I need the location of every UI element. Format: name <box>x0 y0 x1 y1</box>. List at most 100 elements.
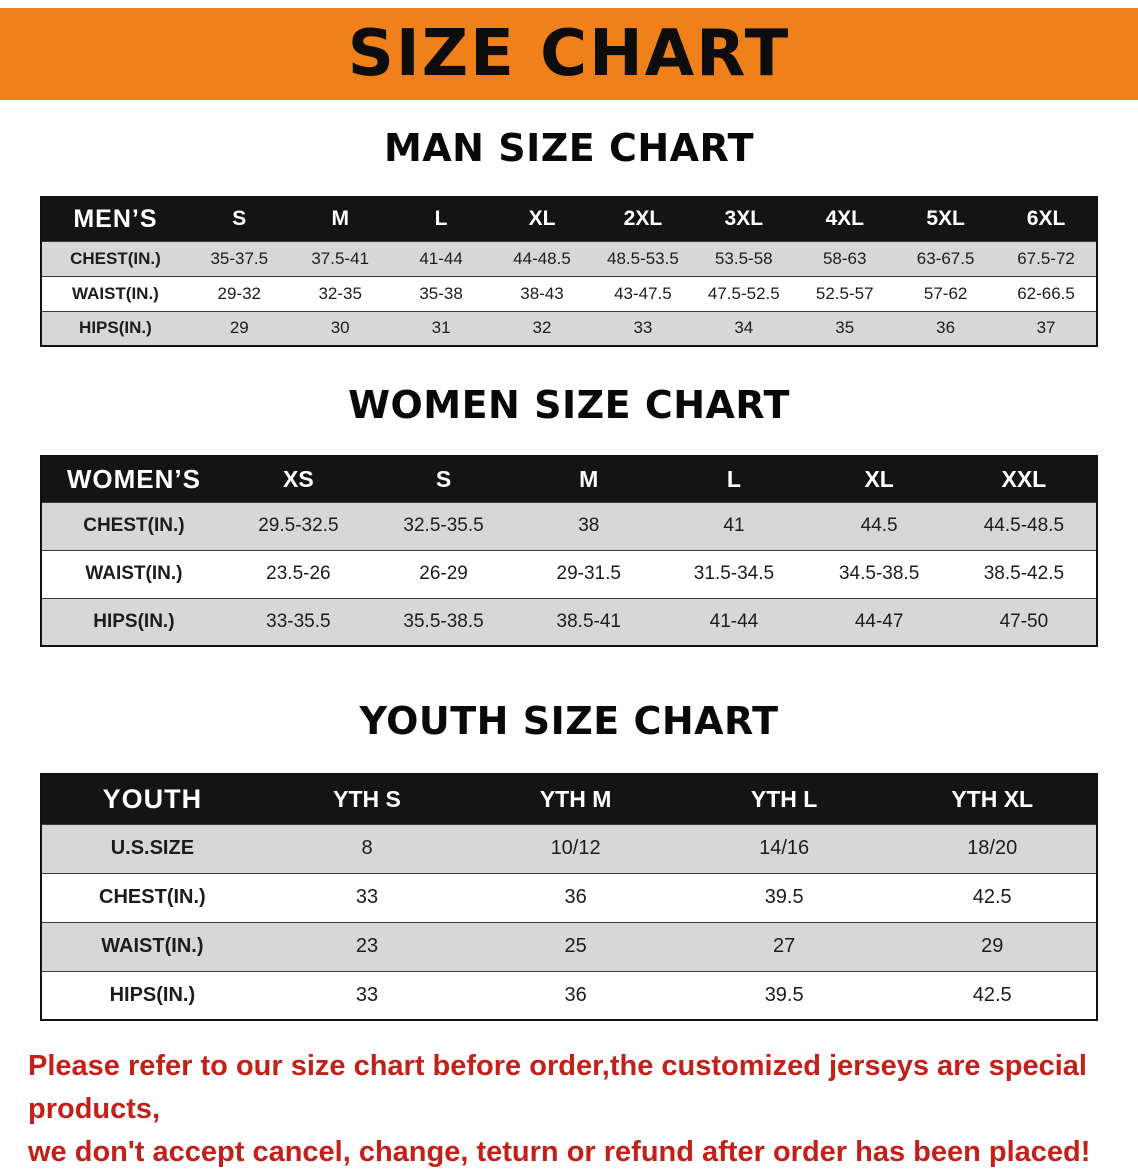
table-title-cell: MEN’S <box>41 197 189 241</box>
size-column-header: S <box>370 456 517 502</box>
women-size-chart-section: WOMEN SIZE CHART WOMEN’S XS S M L XL XXL CHEST(… <box>40 383 1098 647</box>
size-value-cell: 38.5-42.5 <box>951 549 1097 598</box>
table-row: CHEST(IN.) 29.5-32.5 32.5-35.5 38 41 44.5 44.5… <box>41 501 1097 550</box>
table-row: HIPS(IN.) 29 30 31 32 33 34 35 36 37 <box>41 310 1097 346</box>
size-column-header: L <box>390 197 492 241</box>
size-value-cell: 35.5-38.5 <box>370 597 517 646</box>
size-value-cell: 37.5-41 <box>289 240 391 276</box>
size-column-header: XS <box>225 456 371 502</box>
size-value-cell: 18/20 <box>888 823 1097 873</box>
youth-size-chart-heading: YOUTH SIZE CHART <box>359 699 779 743</box>
size-value-cell: 38 <box>516 501 662 550</box>
size-value-cell: 41-44 <box>661 597 807 646</box>
youth-size-table: YOUTH YTH S YTH M YTH L YTH XL U.S.SIZE 8 10/12… <box>40 773 1098 1021</box>
size-value-cell: 36 <box>471 872 680 922</box>
table-row: WAIST(IN.) 29-32 32-35 35-38 38-43 43-47.5 47.… <box>41 275 1097 311</box>
table-row: WAIST(IN.) 23.5-26 26-29 29-31.5 31.5-34.5 34… <box>41 549 1097 598</box>
row-label-cell: HIPS(IN.) <box>41 970 263 1020</box>
disclaimer-note: Please refer to our size chart before or… <box>0 1045 1138 1174</box>
size-value-cell: 32-35 <box>289 275 391 311</box>
size-value-cell: 34.5-38.5 <box>806 549 952 598</box>
size-value-cell: 53.5-58 <box>693 240 795 276</box>
row-label-cell: WAIST(IN.) <box>41 275 189 311</box>
size-value-cell: 35-38 <box>390 275 492 311</box>
table-row: WAIST(IN.) 23 25 27 29 <box>41 921 1097 971</box>
size-column-header: S <box>188 197 290 241</box>
table-title-cell: YOUTH <box>41 774 263 824</box>
size-value-cell: 10/12 <box>471 823 680 873</box>
disclaimer-line-2: we don't accept cancel, change, teturn o… <box>28 1136 1091 1168</box>
size-value-cell: 44-47 <box>806 597 952 646</box>
size-chart-banner: SIZE CHART <box>0 8 1138 100</box>
size-value-cell: 39.5 <box>679 872 889 922</box>
size-value-cell: 38-43 <box>491 275 593 311</box>
table-row: HIPS(IN.) 33 36 39.5 42.5 <box>41 970 1097 1020</box>
size-value-cell: 32.5-35.5 <box>370 501 517 550</box>
size-value-cell: 37 <box>996 310 1097 346</box>
size-column-header: YTH XL <box>888 774 1097 824</box>
youth-size-chart-section: YOUTH SIZE CHART YOUTH YTH S YTH M YTH L YTH… <box>40 699 1098 1021</box>
size-value-cell: 57-62 <box>895 275 997 311</box>
size-column-header: L <box>661 456 807 502</box>
size-value-cell: 29 <box>888 921 1097 971</box>
size-column-header: YTH S <box>262 774 472 824</box>
size-value-cell: 38.5-41 <box>516 597 662 646</box>
size-value-cell: 14/16 <box>679 823 889 873</box>
size-value-cell: 27 <box>679 921 889 971</box>
table-row: CHEST(IN.) 35-37.5 37.5-41 41-44 44-48.5 48.5… <box>41 240 1097 276</box>
size-value-cell: 29-32 <box>188 275 290 311</box>
size-value-cell: 44.5 <box>806 501 952 550</box>
size-value-cell: 42.5 <box>888 872 1097 922</box>
size-value-cell: 52.5-57 <box>794 275 896 311</box>
men-size-chart-heading: MAN SIZE CHART <box>383 126 755 170</box>
size-value-cell: 62-66.5 <box>996 275 1097 311</box>
table-row: CHEST(IN.) 33 36 39.5 42.5 <box>41 872 1097 922</box>
women-size-table: WOMEN’S XS S M L XL XXL CHEST(IN.) 29.5-32.5 32.5… <box>40 455 1098 647</box>
size-value-cell: 42.5 <box>888 970 1097 1020</box>
size-column-header: 6XL <box>996 197 1097 241</box>
size-column-header: XL <box>491 197 593 241</box>
size-value-cell: 44-48.5 <box>491 240 593 276</box>
size-value-cell: 25 <box>471 921 680 971</box>
size-column-header: XXL <box>951 456 1097 502</box>
size-value-cell: 39.5 <box>679 970 889 1020</box>
size-value-cell: 44.5-48.5 <box>951 501 1097 550</box>
size-value-cell: 29 <box>188 310 290 346</box>
table-row: HIPS(IN.) 33-35.5 35.5-38.5 38.5-41 41-44 44-… <box>41 597 1097 646</box>
table-header-row: MEN’S S M L XL 2XL 3XL 4XL 5XL 6XL <box>41 197 1097 241</box>
row-label-cell: HIPS(IN.) <box>41 310 189 346</box>
size-value-cell: 32 <box>491 310 593 346</box>
size-chart-page: SIZE CHART MAN SIZE CHART MEN’S S M L XL 2XL 3… <box>0 8 1138 1174</box>
size-chart-title: SIZE CHART <box>347 17 791 91</box>
size-value-cell: 34 <box>693 310 795 346</box>
size-value-cell: 33-35.5 <box>225 597 371 646</box>
size-column-header: XL <box>806 456 952 502</box>
size-value-cell: 29.5-32.5 <box>225 501 371 550</box>
row-label-cell: HIPS(IN.) <box>41 597 226 646</box>
women-size-chart-heading: WOMEN SIZE CHART <box>348 383 790 427</box>
size-column-header: 3XL <box>693 197 795 241</box>
size-value-cell: 30 <box>289 310 391 346</box>
size-column-header: 4XL <box>794 197 896 241</box>
men-size-table: MEN’S S M L XL 2XL 3XL 4XL 5XL 6XL CHEST(IN.) 35-37… <box>40 196 1098 347</box>
size-value-cell: 29-31.5 <box>516 549 662 598</box>
size-value-cell: 67.5-72 <box>996 240 1097 276</box>
size-column-header: 5XL <box>895 197 997 241</box>
size-value-cell: 8 <box>262 823 472 873</box>
size-value-cell: 33 <box>262 970 472 1020</box>
table-row: U.S.SIZE 8 10/12 14/16 18/20 <box>41 823 1097 873</box>
size-value-cell: 33 <box>262 872 472 922</box>
row-label-cell: CHEST(IN.) <box>41 240 189 276</box>
size-value-cell: 31 <box>390 310 492 346</box>
size-value-cell: 23.5-26 <box>225 549 371 598</box>
size-value-cell: 48.5-53.5 <box>592 240 694 276</box>
row-label-cell: WAIST(IN.) <box>41 921 263 971</box>
size-value-cell: 31.5-34.5 <box>661 549 807 598</box>
size-column-header: M <box>516 456 662 502</box>
size-value-cell: 23 <box>262 921 472 971</box>
size-value-cell: 58-63 <box>794 240 896 276</box>
size-value-cell: 33 <box>592 310 694 346</box>
size-value-cell: 47-50 <box>951 597 1097 646</box>
row-label-cell: WAIST(IN.) <box>41 549 226 598</box>
disclaimer-line-1: Please refer to our size chart before or… <box>28 1050 1087 1125</box>
